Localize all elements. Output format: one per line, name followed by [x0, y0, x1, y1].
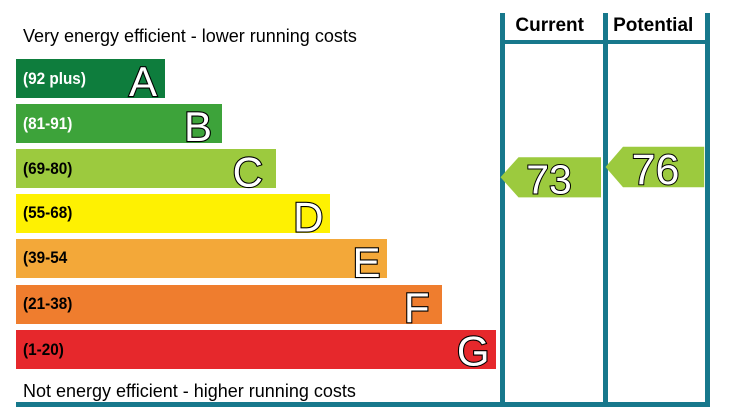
- svg-text:A: A: [129, 58, 157, 105]
- svg-text:G: G: [457, 327, 490, 374]
- svg-text:F: F: [404, 284, 430, 331]
- svg-text:73: 73: [526, 157, 572, 203]
- svg-text:C: C: [233, 148, 263, 195]
- svg-text:76: 76: [632, 146, 680, 194]
- svg-text:E: E: [352, 239, 380, 286]
- svg-text:B: B: [184, 103, 212, 150]
- svg-text:D: D: [293, 194, 323, 241]
